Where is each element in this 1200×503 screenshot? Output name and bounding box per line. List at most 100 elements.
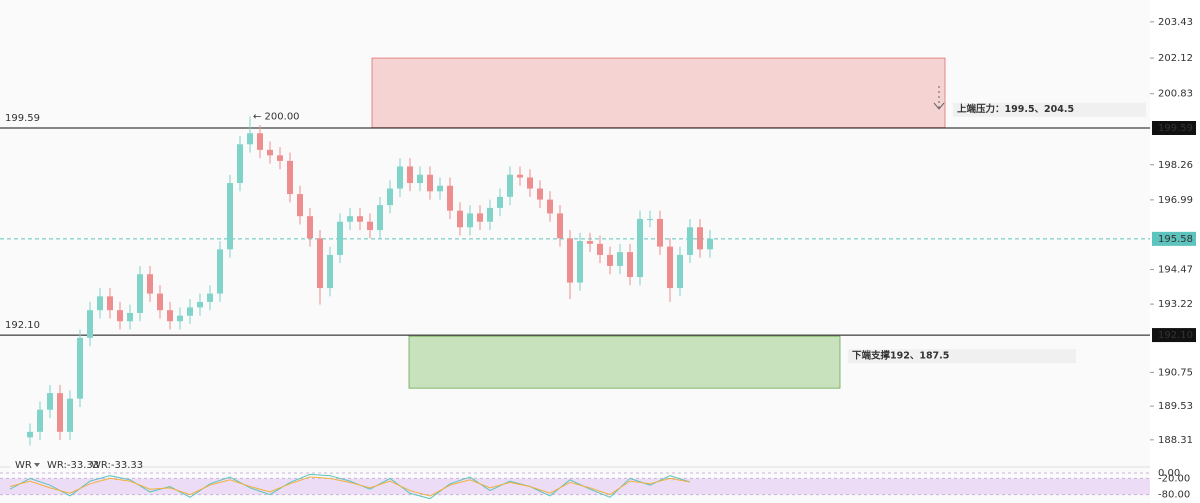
price-tag-label: 199.59 [1158, 123, 1193, 134]
candle-body [487, 207, 493, 222]
candle-body [527, 177, 533, 189]
candle-body [627, 252, 633, 278]
y-tick-label: 200.83 [1158, 89, 1193, 100]
price-tag [1152, 120, 1196, 135]
zone [371, 57, 946, 129]
y-tick-label: 190.75 [1158, 367, 1193, 378]
candle-body [297, 194, 303, 217]
candle-body [147, 274, 153, 294]
candle-body [347, 216, 353, 222]
high-annotation: ← 200.00 [253, 112, 300, 123]
candle-body [217, 249, 223, 294]
y-tick-label: 189.53 [1158, 401, 1193, 412]
candle-body [707, 238, 713, 250]
y-tick-label: 202.12 [1158, 53, 1193, 64]
candle-body [267, 149, 273, 156]
candle-body [57, 393, 63, 432]
candle-body [257, 133, 263, 150]
candle-body [397, 166, 403, 189]
current-price-label: 195.58 [1158, 234, 1193, 245]
zone-label-bg [953, 102, 1146, 117]
zones: 上端压力：199.5、204.5 下端支撑192、187.5 [371, 57, 1146, 389]
candle-body [27, 431, 33, 438]
y-tick-label: 193.22 [1158, 299, 1193, 310]
candle-body [437, 185, 443, 192]
candle-body [177, 315, 183, 322]
indicator-name: WR [15, 460, 32, 471]
candle-body [547, 199, 553, 214]
zone [408, 335, 841, 389]
candle-body [637, 218, 643, 278]
y-tick-label: 203.43 [1158, 17, 1193, 28]
candle-body [447, 185, 453, 211]
price-tag-label: 192.10 [1158, 330, 1193, 341]
candle-body [577, 241, 583, 283]
candle-body [157, 293, 163, 311]
candle-body [517, 174, 523, 178]
candle-body [467, 213, 473, 228]
candle-body [127, 312, 133, 322]
candle-body [477, 213, 483, 222]
candle-body [357, 216, 363, 222]
candle-body [597, 243, 603, 255]
candle-body [187, 307, 193, 316]
candle-body [327, 254, 333, 289]
legend-entry: WR:-33.33 [47, 460, 99, 471]
candle-body [37, 409, 43, 432]
candle-body [247, 133, 253, 145]
candle-body [677, 254, 683, 289]
y-tick-label: 196.99 [1158, 195, 1193, 206]
candle-body [87, 310, 93, 338]
candle-body [237, 144, 243, 184]
candle-body [137, 274, 143, 313]
y-tick-label: 188.31 [1158, 435, 1193, 446]
zone-label: 下端支撑192、187.5 [852, 350, 949, 362]
candle-body [67, 398, 73, 432]
candle-body [507, 174, 513, 197]
candle-body [117, 310, 123, 322]
candle-body [587, 241, 593, 244]
candle-body [167, 310, 173, 322]
level-label: 199.59 [5, 113, 40, 124]
candle-body [227, 183, 233, 250]
wr-tick-label: -80.00 [1158, 490, 1190, 501]
levels: 199.59 192.10 [0, 113, 1150, 336]
candle-body [107, 296, 113, 311]
candle-body [307, 216, 313, 239]
candle-body [97, 296, 103, 311]
candle-body [197, 301, 203, 308]
candle-body [427, 174, 433, 192]
level-label: 192.10 [5, 320, 40, 331]
candle-body [377, 205, 383, 231]
wr-line [9, 476, 691, 497]
current-price-tag [1152, 231, 1196, 246]
candle-body [697, 227, 703, 250]
candle-body [607, 254, 613, 266]
candle-body [387, 188, 393, 206]
arrow [933, 86, 945, 110]
price-axis-bg [1150, 0, 1200, 503]
candle-body [287, 160, 293, 195]
candle-body [567, 238, 573, 283]
candle-body [417, 174, 423, 184]
price-tag [1152, 328, 1196, 343]
candle-body [407, 166, 413, 184]
candle-body [77, 337, 83, 399]
y-tick-label: 198.26 [1158, 160, 1193, 171]
candle-body [317, 238, 323, 289]
wr-tick-label: 0.00 [1158, 468, 1180, 479]
candle-body [47, 393, 53, 410]
candle-body [367, 221, 373, 231]
candle-body [687, 227, 693, 255]
dropdown-icon[interactable] [34, 463, 40, 467]
candle-body [557, 213, 563, 239]
legend-bg [10, 459, 135, 472]
candle-body [277, 155, 283, 161]
y-tick-label: 194.47 [1158, 265, 1193, 276]
price-axis: 203.43 202.12 200.83 198.26 196.99 194.47 193.… [1150, 17, 1196, 501]
candles: ← 200.00 [27, 112, 713, 446]
candle-body [207, 293, 213, 302]
